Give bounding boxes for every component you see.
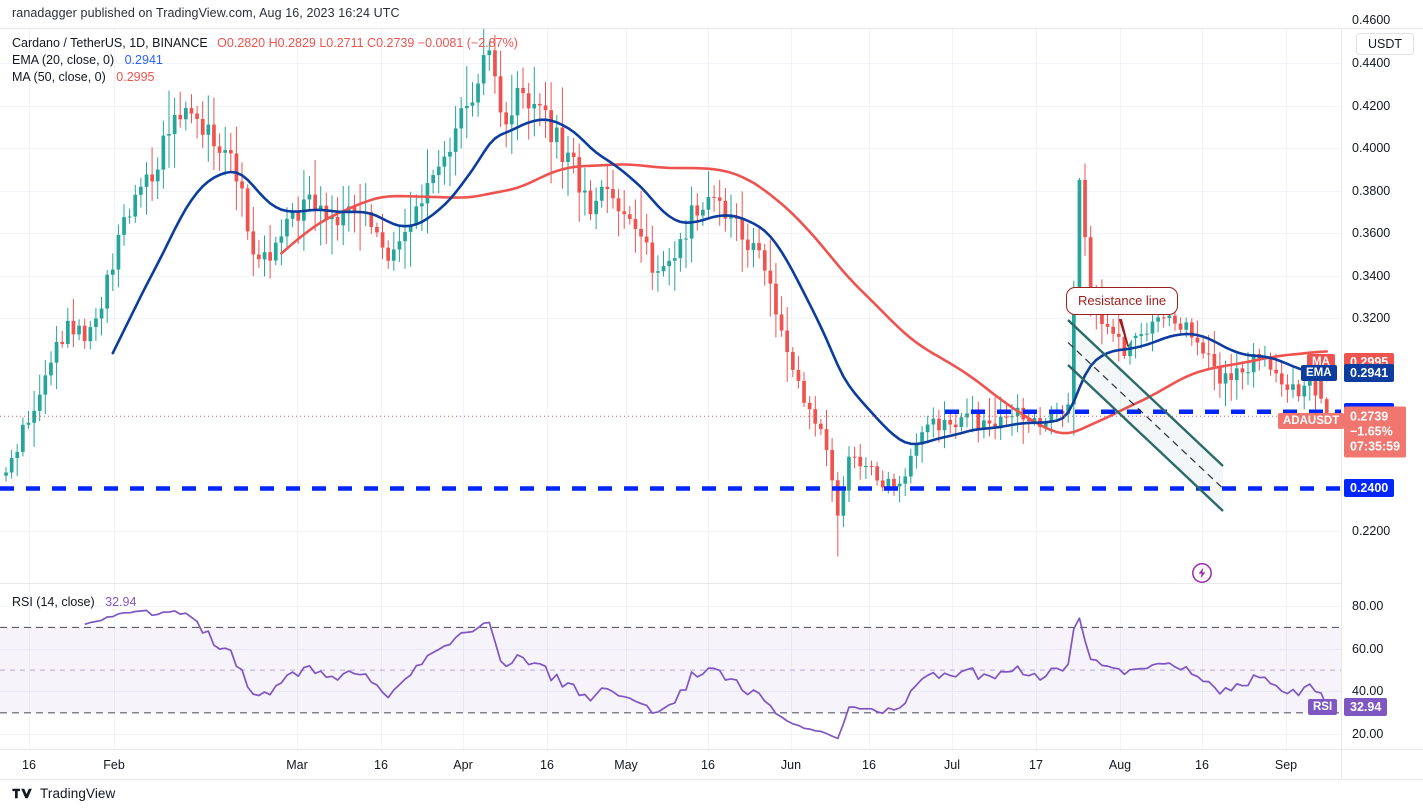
time-tick-label: 16 — [701, 758, 715, 772]
price-tick-label: 0.3600 — [1352, 226, 1391, 241]
price-badge-timer: 07:35:59 — [1350, 439, 1401, 454]
rsi-tick-label: 20.00 — [1352, 727, 1384, 742]
rsi-tick-label: 80.00 — [1352, 599, 1384, 614]
symbol-tag: ADAUSDT — [1278, 413, 1345, 430]
footer-brand-label: TradingView — [40, 786, 116, 801]
price-tick-label: 0.3200 — [1352, 311, 1391, 326]
price-badge-level[interactable]: 0.2400 — [1344, 479, 1395, 498]
price-tick-label: 0.4400 — [1352, 56, 1391, 70]
price-tick-label: 0.4600 — [1352, 13, 1391, 28]
ema20-line — [111, 118, 1328, 446]
currency-pill[interactable]: USDT — [1355, 33, 1414, 55]
time-axis[interactable]: 16 Feb Mar 16 Apr 16 May 16 Jun 16 Jul 17 Aug 16 Sep — [0, 750, 1423, 780]
resistance-lower-line — [1067, 364, 1224, 512]
time-tick-label: Feb — [103, 758, 125, 772]
gridlines — [0, 29, 1341, 749]
price-badge-price[interactable]: 0.2739 −1.65% 07:35:59 — [1344, 406, 1407, 458]
lightning-bolt-icon[interactable] — [1191, 562, 1213, 584]
attribution-text: ranadagger published on TradingView.com,… — [12, 6, 400, 20]
ema-series-tag: EMA — [1301, 365, 1337, 382]
ma50-line — [280, 163, 1328, 435]
time-tick-label: 16 — [1195, 758, 1209, 772]
time-tick-label: Sep — [1274, 758, 1298, 772]
chart-panes[interactable] — [0, 29, 1341, 749]
price-tick-label: 0.3800 — [1352, 183, 1391, 198]
time-tick-label: Mar — [286, 758, 308, 772]
rsi-legend: RSI (14, close) 32.94 — [12, 595, 136, 609]
rsi-legend-name: RSI (14, close) — [12, 595, 95, 609]
rsi-tick-label: 40.00 — [1352, 684, 1384, 699]
price-axis[interactable]: USDT 0.4600 0.4400 0.4200 0.4000 0.3800 0.360… — [1341, 13, 1423, 749]
time-tick-label: 16 — [862, 758, 876, 772]
time-tick-label: Jun — [780, 758, 802, 772]
footer-brand[interactable]: TradingView — [12, 786, 115, 801]
price-badge-value: 0.2739 — [1350, 409, 1389, 424]
rsi-line — [84, 609, 1328, 740]
time-tick-label: May — [614, 758, 638, 772]
tradingview-logo-icon — [12, 788, 32, 799]
rsi-series-tag: RSI — [1308, 698, 1338, 715]
price-badge-ema[interactable]: 0.2941 — [1344, 364, 1395, 383]
chart-frame: USDT 0.4600 0.4400 0.4200 0.4000 0.3800 0.360… — [0, 13, 1423, 750]
price-tick-label: 0.4000 — [1352, 141, 1391, 156]
time-tick-label: 16 — [374, 758, 388, 772]
time-tick-label: Aug — [1108, 758, 1132, 772]
rsi-tick-label: 60.00 — [1352, 641, 1384, 656]
rsi-pane — [0, 609, 1341, 740]
rsi-legend-value: 32.94 — [105, 595, 137, 609]
price-badge-change: −1.65% — [1350, 424, 1393, 439]
resistance-channel — [1067, 319, 1224, 512]
price-tick-label: 0.3400 — [1352, 268, 1391, 283]
time-tick-label: 16 — [540, 758, 554, 772]
time-tick-label: Apr — [453, 758, 473, 772]
price-tick-label: 0.2200 — [1352, 524, 1391, 538]
resistance-upper-line — [1067, 319, 1224, 467]
resistance-callout[interactable]: Resistance line — [1066, 287, 1179, 315]
chart-canvas[interactable] — [0, 29, 1341, 749]
time-axis-divider — [1341, 750, 1342, 780]
callout-tail-icon — [1118, 316, 1145, 347]
time-tick-label: 17 — [1029, 758, 1043, 772]
time-tick-label: 16 — [22, 758, 36, 772]
time-tick-label: Jul — [944, 758, 960, 772]
rsi-value-badge[interactable]: 32.94 — [1344, 697, 1388, 716]
price-tick-label: 0.4200 — [1352, 98, 1391, 113]
